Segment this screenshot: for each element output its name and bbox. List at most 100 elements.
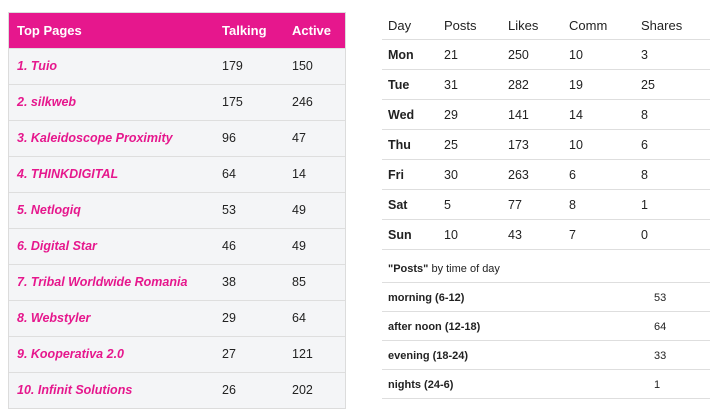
likes-value: 282 (508, 78, 529, 92)
comm-value: 19 (569, 78, 583, 92)
page-link[interactable]: 6. Digital Star (17, 239, 97, 253)
shares-value: 8 (641, 168, 648, 182)
posts-value: 29 (444, 108, 458, 122)
header-day: Day (388, 18, 412, 33)
table-row: Mon 21 250 10 3 (382, 39, 710, 69)
table-row: 9. Kooperativa 2.0 27 121 (9, 336, 345, 372)
active-value: 64 (292, 311, 306, 325)
table-row: Tue 31 282 19 25 (382, 69, 710, 99)
table-row: after noon (12-18) 64 (382, 311, 710, 340)
time-label: nights (24-6) (388, 379, 454, 391)
posts-by-time-title: "Posts" by time of day (382, 256, 710, 282)
posts-value: 30 (444, 168, 458, 182)
day-label: Thu (388, 138, 411, 152)
header-top-pages: Top Pages (17, 23, 82, 38)
posts-value: 31 (444, 78, 458, 92)
title-rest: by time of day (428, 263, 500, 275)
table-row: 1. Tuio 179 150 (9, 48, 345, 84)
time-label: evening (18-24) (388, 350, 469, 362)
table-row: 5. Netlogiq 53 49 (9, 192, 345, 228)
likes-value: 141 (508, 108, 529, 122)
page-link[interactable]: 5. Netlogiq (17, 203, 81, 217)
weekly-header: Day Posts Likes Comm Shares (382, 12, 710, 39)
weekly-stats-table: Day Posts Likes Comm Shares Mon 21 250 10 3 T… (382, 12, 710, 250)
page-link[interactable]: 9. Kooperativa 2.0 (17, 347, 124, 361)
header-shares: Shares (641, 18, 683, 33)
posts-value: 10 (444, 228, 458, 242)
page-link[interactable]: 2. silkweb (17, 95, 77, 109)
header-active: Active (292, 23, 332, 38)
comm-value: 6 (569, 168, 576, 182)
posts-value: 25 (444, 138, 458, 152)
table-row: 8. Webstyler 29 64 (9, 300, 345, 336)
posts-value: 5 (444, 198, 451, 212)
likes-value: 173 (508, 138, 529, 152)
top-pages-table: Top Pages Talking Active 1. Tuio 179 150 2.… (8, 12, 346, 409)
comm-value: 10 (569, 48, 583, 62)
shares-value: 3 (641, 48, 648, 62)
table-row: 10. Infinit Solutions 26 202 (9, 372, 345, 408)
talking-value: 175 (222, 95, 243, 109)
active-value: 150 (292, 59, 313, 73)
active-value: 202 (292, 383, 313, 397)
talking-value: 53 (222, 203, 236, 217)
likes-value: 263 (508, 168, 529, 182)
comm-value: 10 (569, 138, 583, 152)
shares-value: 1 (641, 198, 648, 212)
time-label: morning (6-12) (388, 292, 465, 304)
talking-value: 96 (222, 131, 236, 145)
talking-value: 26 (222, 383, 236, 397)
active-value: 47 (292, 131, 306, 145)
table-row: morning (6-12) 53 (382, 282, 710, 311)
table-row: 3. Kaleidoscope Proximity 96 47 (9, 120, 345, 156)
likes-value: 77 (508, 198, 522, 212)
day-label: Mon (388, 48, 414, 62)
page-link[interactable]: 4. THINKDIGITAL (17, 167, 119, 181)
table-row: Sun 10 43 7 0 (382, 219, 710, 250)
page-link[interactable]: 10. Infinit Solutions (17, 383, 133, 397)
table-row: Thu 25 173 10 6 (382, 129, 710, 159)
talking-value: 179 (222, 59, 243, 73)
likes-value: 250 (508, 48, 529, 62)
table-row: Wed 29 141 14 8 (382, 99, 710, 129)
day-label: Sun (388, 228, 412, 242)
page-link[interactable]: 8. Webstyler (17, 311, 91, 325)
day-label: Fri (388, 168, 404, 182)
header-posts: Posts (444, 18, 477, 33)
title-quoted: "Posts" (388, 263, 429, 275)
active-value: 85 (292, 275, 306, 289)
table-row: 4. THINKDIGITAL 64 14 (9, 156, 345, 192)
posts-value: 21 (444, 48, 458, 62)
shares-value: 8 (641, 108, 648, 122)
time-value: 53 (654, 292, 667, 304)
active-value: 49 (292, 239, 306, 253)
talking-value: 64 (222, 167, 236, 181)
time-label: after noon (12-18) (388, 321, 481, 333)
talking-value: 29 (222, 311, 236, 325)
talking-value: 27 (222, 347, 236, 361)
comm-value: 14 (569, 108, 583, 122)
comm-value: 8 (569, 198, 576, 212)
shares-value: 0 (641, 228, 648, 242)
page-link[interactable]: 1. Tuio (17, 59, 58, 73)
time-value: 33 (654, 350, 667, 362)
header-comm: Comm (569, 18, 608, 33)
table-row: evening (18-24) 33 (382, 340, 710, 369)
active-value: 14 (292, 167, 306, 181)
active-value: 246 (292, 95, 313, 109)
talking-value: 46 (222, 239, 236, 253)
day-label: Sat (388, 198, 408, 212)
time-value: 64 (654, 321, 667, 333)
header-likes: Likes (508, 18, 539, 33)
day-label: Tue (388, 78, 410, 92)
page-link[interactable]: 3. Kaleidoscope Proximity (17, 131, 173, 145)
page-link[interactable]: 7. Tribal Worldwide Romania (17, 275, 188, 289)
posts-by-time-table: "Posts" by time of day morning (6-12) 53 a… (382, 256, 710, 399)
shares-value: 6 (641, 138, 648, 152)
header-talking: Talking (222, 23, 267, 38)
table-row: Sat 5 77 8 1 (382, 189, 710, 219)
comm-value: 7 (569, 228, 576, 242)
top-pages-header: Top Pages Talking Active (9, 13, 345, 48)
day-label: Wed (388, 108, 415, 122)
shares-value: 25 (641, 78, 655, 92)
